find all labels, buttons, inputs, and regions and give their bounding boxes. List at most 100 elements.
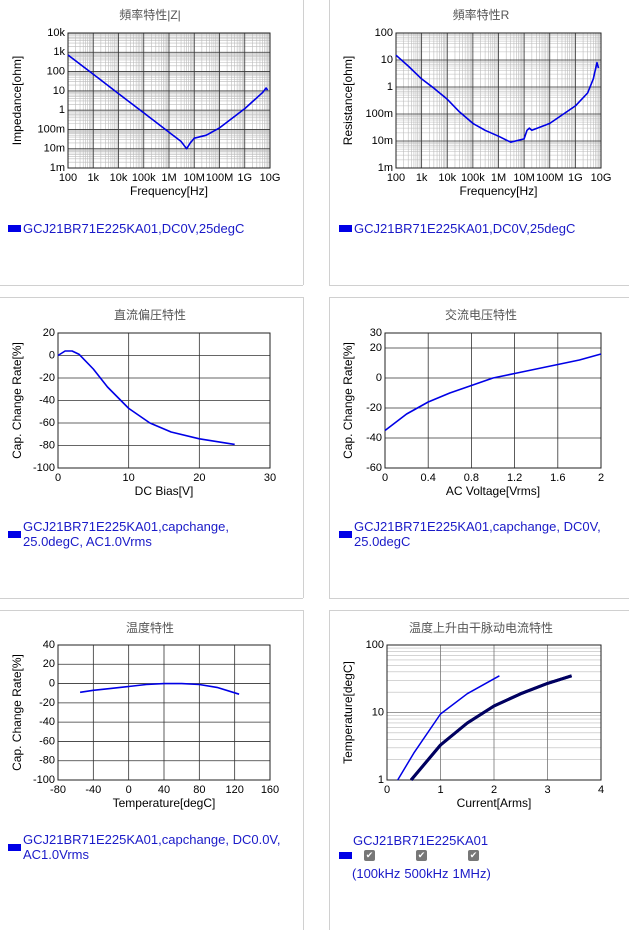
series-checkbox[interactable]: ✔: [364, 850, 375, 861]
legend-label: GCJ21BR71E225KA01,capchange, DC0V, 25.0d…: [354, 519, 601, 549]
chart-title: 温度上升由干脉动电流特性: [409, 620, 553, 635]
y-tick-label: 100: [47, 65, 65, 77]
x-tick-label: 4: [598, 784, 604, 796]
y-axis-label: Cap. Change Rate[%]: [10, 342, 24, 459]
y-tick-label: 10k: [47, 27, 65, 39]
legend-label: 1MHz: [452, 866, 487, 881]
legend-swatch: [339, 852, 352, 859]
x-tick-label: 0.8: [464, 472, 479, 484]
legend-swatch: [339, 225, 352, 232]
x-tick-label: 100M: [206, 172, 234, 184]
y-tick-label: 20: [43, 327, 55, 339]
y-tick-label: -80: [39, 439, 55, 451]
legend-label: 100kHz: [356, 866, 401, 881]
y-tick-label: -40: [366, 432, 382, 444]
y-tick-label: -60: [366, 462, 382, 474]
x-tick-label: 100: [59, 172, 77, 184]
y-tick-label: 100: [366, 639, 384, 651]
y-tick-label: -100: [33, 462, 55, 474]
x-axis-label: AC Voltage[Vrms]: [446, 484, 540, 498]
x-tick-label: 20: [193, 472, 205, 484]
x-tick-label: 2: [598, 472, 604, 484]
x-tick-label: 1.2: [507, 472, 522, 484]
x-tick-label: 1M: [161, 172, 176, 184]
x-tick-label: 1G: [237, 172, 252, 184]
plot-frame: [57, 332, 271, 469]
legend-label: GCJ21BR71E225KA01,capchange, DC0.0V, AC1…: [23, 832, 281, 862]
x-axis-label: Current[Arms]: [457, 796, 532, 810]
x-tick-label: -80: [50, 784, 66, 796]
x-tick-label: 10G: [260, 172, 281, 184]
plot-frame: [395, 32, 602, 169]
y-tick-label: 100: [375, 27, 393, 39]
series-checkbox[interactable]: ✔: [468, 850, 479, 861]
x-tick-label: -40: [85, 784, 101, 796]
y-tick-label: -20: [39, 372, 55, 384]
x-tick-label: 100: [387, 172, 405, 184]
chart-title: 温度特性: [126, 620, 174, 635]
x-tick-label: 1G: [568, 172, 583, 184]
y-tick-label: 1: [387, 81, 393, 93]
x-tick-label: 30: [264, 472, 276, 484]
x-axis-label: Temperature[degC]: [113, 796, 216, 810]
y-tick-label: -40: [39, 394, 55, 406]
data-line: [67, 54, 269, 150]
y-tick-label: 1: [59, 104, 65, 116]
data-line: [397, 675, 500, 781]
data-line: [395, 54, 600, 143]
y-tick-label: 20: [370, 342, 382, 354]
x-tick-label: 0: [382, 472, 388, 484]
y-tick-label: -60: [39, 735, 55, 747]
y-tick-label: 1k: [53, 46, 65, 58]
legend-swatch: [339, 530, 352, 538]
x-axis-label: DC Bias[V]: [135, 484, 194, 498]
x-tick-label: 10G: [591, 172, 612, 184]
x-tick-label: 10M: [513, 172, 534, 184]
y-tick-label: 20: [43, 658, 55, 670]
y-tick-label: 10m: [372, 135, 393, 147]
legend: GCJ21BR71E225KA01,DC0V,25degC: [8, 221, 298, 236]
y-axis-label: Impedance[ohm]: [10, 56, 24, 145]
y-axis-label: Resistance[ohm]: [341, 56, 355, 145]
x-tick-label: 100k: [132, 172, 156, 184]
y-tick-label: 100m: [365, 108, 393, 120]
y-tick-label: -100: [33, 774, 55, 786]
data-line: [57, 350, 235, 446]
legend-swatch: [8, 225, 21, 232]
legend-label: GCJ21BR71E225KA01,capchange, 25.0degC, A…: [23, 519, 229, 549]
data-line: [79, 682, 240, 695]
x-tick-label: 40: [158, 784, 170, 796]
x-tick-label: 120: [225, 784, 243, 796]
x-tick-label: 1M: [491, 172, 506, 184]
y-tick-label: -20: [366, 402, 382, 414]
y-tick-label: 1m: [50, 162, 65, 174]
y-axis-label: Cap. Change Rate[%]: [10, 654, 24, 771]
data-line: [384, 353, 602, 432]
legend: GCJ21BR71E225KA01,capchange, 25.0degC, A…: [8, 519, 240, 549]
legend-title: GCJ21BR71E225KA01: [353, 833, 489, 848]
y-tick-label: -80: [39, 755, 55, 767]
x-axis-label: Frequency[Hz]: [459, 184, 537, 198]
x-tick-label: 1k: [416, 172, 428, 184]
legend-swatch: [8, 530, 21, 538]
series-checkbox[interactable]: ✔: [416, 850, 427, 861]
x-tick-label: 10k: [110, 172, 128, 184]
y-tick-label: -40: [39, 716, 55, 728]
legend-label: 500kHz: [404, 866, 449, 881]
data-line: [409, 674, 573, 781]
plot-frame: [67, 32, 271, 169]
y-tick-label: 0: [49, 349, 55, 361]
legend-open: (: [352, 866, 357, 881]
x-tick-label: 10k: [438, 172, 456, 184]
y-tick-label: 30: [370, 327, 382, 339]
legend-swatch: [8, 843, 21, 851]
plot-frame: [384, 332, 602, 469]
y-tick-label: 40: [43, 639, 55, 651]
legend: GCJ21BR71E225KA01,capchange, DC0.0V, AC1…: [8, 832, 286, 862]
x-tick-label: 0: [126, 784, 132, 796]
chart-title: 交流电压特性: [445, 307, 517, 322]
x-tick-label: 0.4: [421, 472, 436, 484]
